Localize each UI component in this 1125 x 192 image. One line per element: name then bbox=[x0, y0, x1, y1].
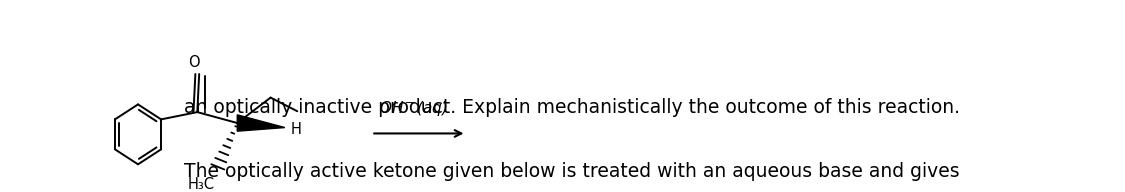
Text: OH$\mathregular{^-}$(aq): OH$\mathregular{^-}$(aq) bbox=[379, 99, 448, 118]
Text: O: O bbox=[188, 55, 199, 70]
Text: an optically inactive product. Explain mechanistically the outcome of this react: an optically inactive product. Explain m… bbox=[184, 98, 961, 117]
Text: The optically active ketone given below is treated with an aqueous base and give: The optically active ketone given below … bbox=[184, 162, 960, 181]
Text: H₃C: H₃C bbox=[188, 177, 215, 192]
Polygon shape bbox=[237, 115, 285, 131]
Text: H: H bbox=[290, 122, 302, 137]
